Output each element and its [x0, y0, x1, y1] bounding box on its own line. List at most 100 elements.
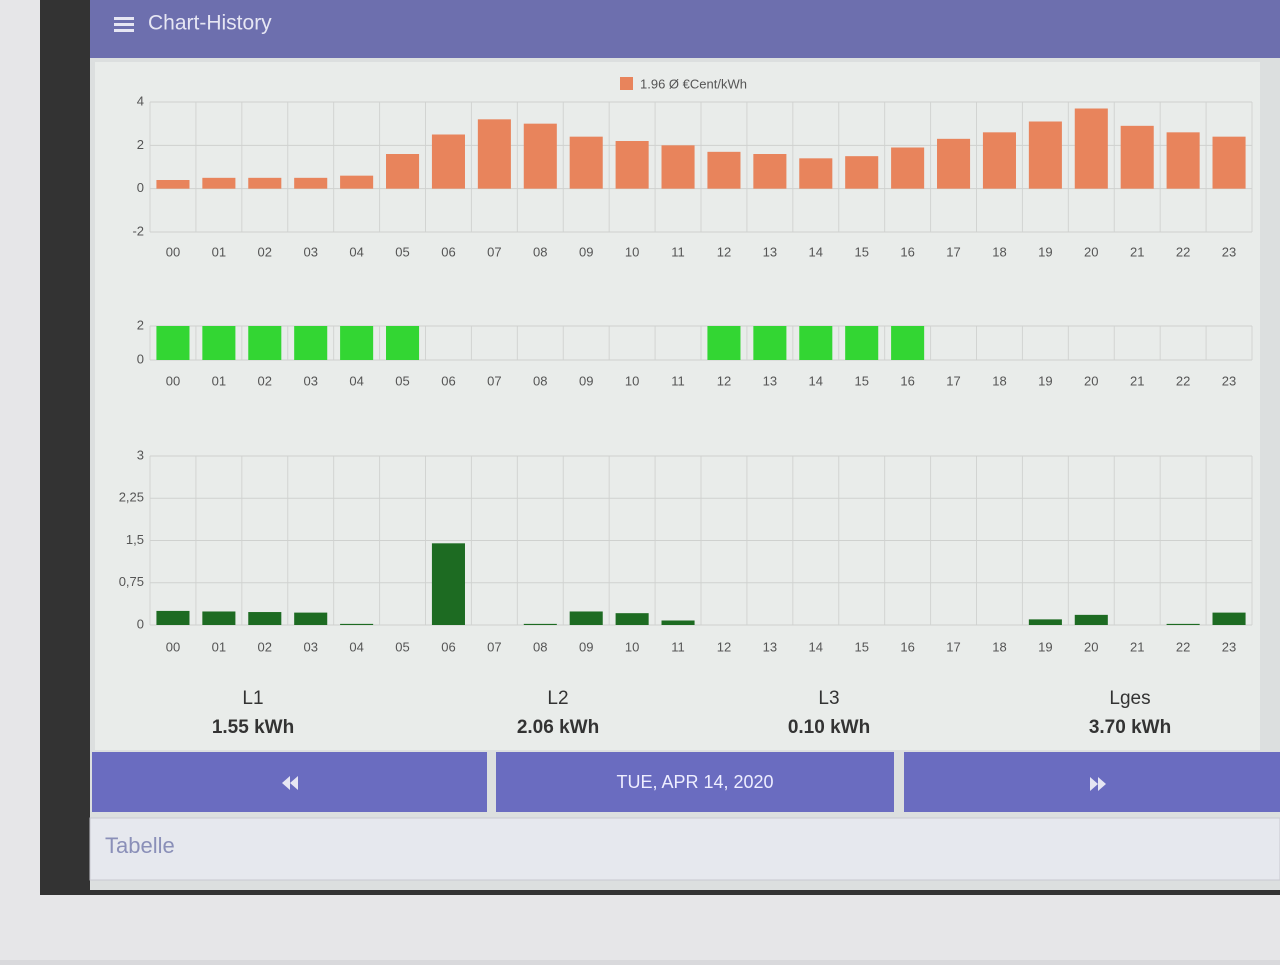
bar: [982, 132, 1016, 189]
menu-line: [114, 17, 134, 20]
x-tick-label: 19: [1038, 373, 1052, 388]
bar: [661, 145, 695, 189]
bar: [156, 610, 190, 625]
x-tick-label: 09: [579, 244, 593, 259]
x-tick-label: 14: [809, 639, 823, 654]
bar: [1028, 619, 1062, 625]
x-tick-label: 17: [946, 639, 960, 654]
summary-label: L2: [547, 688, 568, 709]
x-tick-label: 11: [671, 244, 685, 259]
x-tick-label: 18: [992, 639, 1006, 654]
x-tick-label: 07: [487, 373, 501, 388]
y-tick-label: 4: [137, 93, 144, 108]
x-tick-label: 22: [1176, 639, 1190, 654]
x-tick-label: 13: [763, 639, 777, 654]
date-button[interactable]: [496, 752, 894, 812]
x-tick-label: 20: [1084, 244, 1098, 259]
x-tick-label: 10: [625, 373, 639, 388]
bar: [799, 158, 833, 189]
summary-label: L3: [818, 688, 839, 709]
bar: [937, 138, 971, 189]
bar: [431, 134, 465, 189]
bar: [1166, 623, 1200, 625]
x-tick-label: 10: [625, 639, 639, 654]
x-tick-label: 01: [212, 373, 226, 388]
x-tick-label: 12: [717, 639, 731, 654]
x-tick-label: 12: [717, 244, 731, 259]
bar: [340, 326, 374, 360]
x-tick-label: 02: [258, 244, 272, 259]
menu-line: [114, 23, 134, 26]
menu-icon[interactable]: [114, 17, 134, 32]
x-tick-label: 14: [809, 373, 823, 388]
x-tick-label: 23: [1222, 373, 1236, 388]
x-tick-label: 12: [717, 373, 731, 388]
x-tick-label: 21: [1130, 244, 1144, 259]
tab-bar[interactable]: [89, 817, 1280, 881]
bar: [569, 136, 603, 189]
legend-swatch: [620, 77, 633, 90]
bar: [386, 154, 420, 189]
bar: [1212, 136, 1246, 189]
x-tick-label: 04: [349, 244, 363, 259]
x-tick-label: 16: [900, 639, 914, 654]
date-label: TUE, APR 14, 2020: [616, 772, 773, 792]
bar: [248, 612, 282, 625]
summary-value: 0.10 kWh: [788, 717, 870, 738]
bar: [431, 543, 465, 625]
x-tick-label: 00: [166, 373, 180, 388]
y-tick-label: 2,25: [119, 490, 144, 505]
x-tick-label: 16: [900, 373, 914, 388]
x-tick-label: 09: [579, 373, 593, 388]
summary-value: 1.55 kWh: [212, 717, 294, 738]
y-tick-label: 1,5: [126, 532, 144, 547]
bar: [340, 175, 374, 189]
x-tick-label: 03: [303, 639, 317, 654]
x-tick-label: 07: [487, 639, 501, 654]
x-tick-label: 11: [671, 639, 685, 654]
bar: [202, 326, 236, 360]
bar: [202, 611, 236, 625]
y-tick-label: 0: [137, 616, 144, 631]
app-title: Chart-History: [148, 12, 272, 35]
x-tick-label: 04: [349, 373, 363, 388]
x-tick-label: 03: [303, 244, 317, 259]
bar: [248, 326, 282, 360]
summary: L1 1.55 kWh L2 2.06 kWh L3 0.10 kWh Lges 3.70 k…: [212, 688, 1171, 738]
bar: [386, 326, 420, 360]
y-tick-label: 0: [137, 180, 144, 195]
x-tick-label: 19: [1038, 639, 1052, 654]
bar: [661, 620, 695, 625]
x-tick-label: 13: [763, 244, 777, 259]
x-tick-label: 21: [1130, 373, 1144, 388]
x-tick-label: 18: [992, 373, 1006, 388]
summary-label: L1: [242, 688, 263, 709]
x-tick-label: 14: [809, 244, 823, 259]
tab-label: Tabelle: [105, 833, 175, 858]
x-tick-label: 23: [1222, 244, 1236, 259]
summary-value: 3.70 kWh: [1089, 717, 1171, 738]
y-tick-label: -2: [132, 223, 144, 238]
bar: [707, 326, 741, 360]
x-tick-label: 15: [854, 373, 868, 388]
x-tick-label: 07: [487, 244, 501, 259]
bar: [156, 180, 190, 189]
bar: [294, 326, 328, 360]
bar: [1074, 614, 1108, 625]
x-tick-label: 01: [212, 639, 226, 654]
x-tick-label: 11: [671, 373, 685, 388]
bar: [523, 623, 557, 625]
y-tick-label: 3: [137, 447, 144, 462]
x-tick-label: 19: [1038, 244, 1052, 259]
summary-value: 2.06 kWh: [517, 717, 599, 738]
x-tick-label: 15: [854, 639, 868, 654]
x-tick-label: 17: [946, 373, 960, 388]
x-tick-label: 05: [395, 244, 409, 259]
x-tick-label: 18: [992, 244, 1006, 259]
bar: [1120, 125, 1154, 189]
bar: [1028, 121, 1062, 189]
y-tick-label: 0: [137, 351, 144, 366]
